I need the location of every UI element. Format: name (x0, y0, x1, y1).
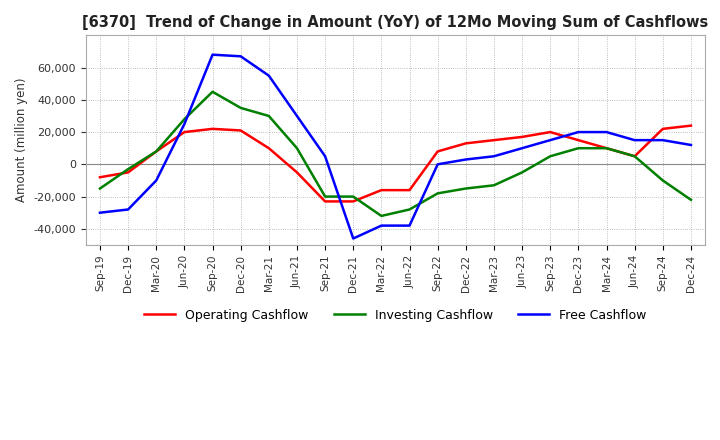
Title: [6370]  Trend of Change in Amount (YoY) of 12Mo Moving Sum of Cashflows: [6370] Trend of Change in Amount (YoY) o… (82, 15, 708, 30)
Operating Cashflow (574, 138, 582, 143)
Free Cashflow (124, 207, 132, 212)
Investing Cashflow (405, 207, 414, 212)
Operating Cashflow (377, 187, 386, 193)
Free Cashflow (152, 178, 161, 183)
Free Cashflow (602, 129, 611, 135)
Operating Cashflow (433, 149, 442, 154)
Investing Cashflow (152, 149, 161, 154)
Investing Cashflow (490, 183, 498, 188)
Investing Cashflow (433, 191, 442, 196)
Free Cashflow (321, 154, 330, 159)
Operating Cashflow (152, 149, 161, 154)
Free Cashflow (405, 223, 414, 228)
Operating Cashflow (264, 146, 273, 151)
Free Cashflow (264, 73, 273, 78)
Free Cashflow (433, 161, 442, 167)
Operating Cashflow (490, 138, 498, 143)
Operating Cashflow (208, 126, 217, 132)
Free Cashflow (490, 154, 498, 159)
Free Cashflow (630, 138, 639, 143)
Free Cashflow (292, 114, 301, 119)
Investing Cashflow (292, 146, 301, 151)
Y-axis label: Amount (million yen): Amount (million yen) (15, 78, 28, 202)
Investing Cashflow (630, 154, 639, 159)
Investing Cashflow (208, 89, 217, 95)
Line: Free Cashflow: Free Cashflow (100, 55, 691, 238)
Free Cashflow (236, 54, 245, 59)
Free Cashflow (349, 236, 358, 241)
Free Cashflow (659, 138, 667, 143)
Investing Cashflow (462, 186, 470, 191)
Free Cashflow (377, 223, 386, 228)
Free Cashflow (546, 138, 554, 143)
Investing Cashflow (546, 154, 554, 159)
Operating Cashflow (180, 129, 189, 135)
Investing Cashflow (180, 117, 189, 122)
Investing Cashflow (377, 213, 386, 219)
Free Cashflow (518, 146, 526, 151)
Investing Cashflow (574, 146, 582, 151)
Free Cashflow (96, 210, 104, 215)
Operating Cashflow (96, 175, 104, 180)
Free Cashflow (180, 121, 189, 127)
Investing Cashflow (602, 146, 611, 151)
Operating Cashflow (462, 141, 470, 146)
Free Cashflow (687, 143, 696, 148)
Operating Cashflow (687, 123, 696, 128)
Line: Investing Cashflow: Investing Cashflow (100, 92, 691, 216)
Operating Cashflow (321, 199, 330, 204)
Operating Cashflow (518, 134, 526, 139)
Investing Cashflow (518, 170, 526, 175)
Free Cashflow (208, 52, 217, 57)
Investing Cashflow (659, 178, 667, 183)
Operating Cashflow (659, 126, 667, 132)
Operating Cashflow (124, 170, 132, 175)
Legend: Operating Cashflow, Investing Cashflow, Free Cashflow: Operating Cashflow, Investing Cashflow, … (139, 304, 652, 327)
Investing Cashflow (264, 114, 273, 119)
Operating Cashflow (546, 129, 554, 135)
Operating Cashflow (236, 128, 245, 133)
Investing Cashflow (124, 166, 132, 172)
Investing Cashflow (349, 194, 358, 199)
Investing Cashflow (236, 105, 245, 110)
Investing Cashflow (687, 197, 696, 202)
Operating Cashflow (602, 146, 611, 151)
Investing Cashflow (96, 186, 104, 191)
Line: Operating Cashflow: Operating Cashflow (100, 126, 691, 202)
Investing Cashflow (321, 194, 330, 199)
Operating Cashflow (349, 199, 358, 204)
Operating Cashflow (405, 187, 414, 193)
Free Cashflow (574, 129, 582, 135)
Free Cashflow (462, 157, 470, 162)
Operating Cashflow (630, 154, 639, 159)
Operating Cashflow (292, 170, 301, 175)
